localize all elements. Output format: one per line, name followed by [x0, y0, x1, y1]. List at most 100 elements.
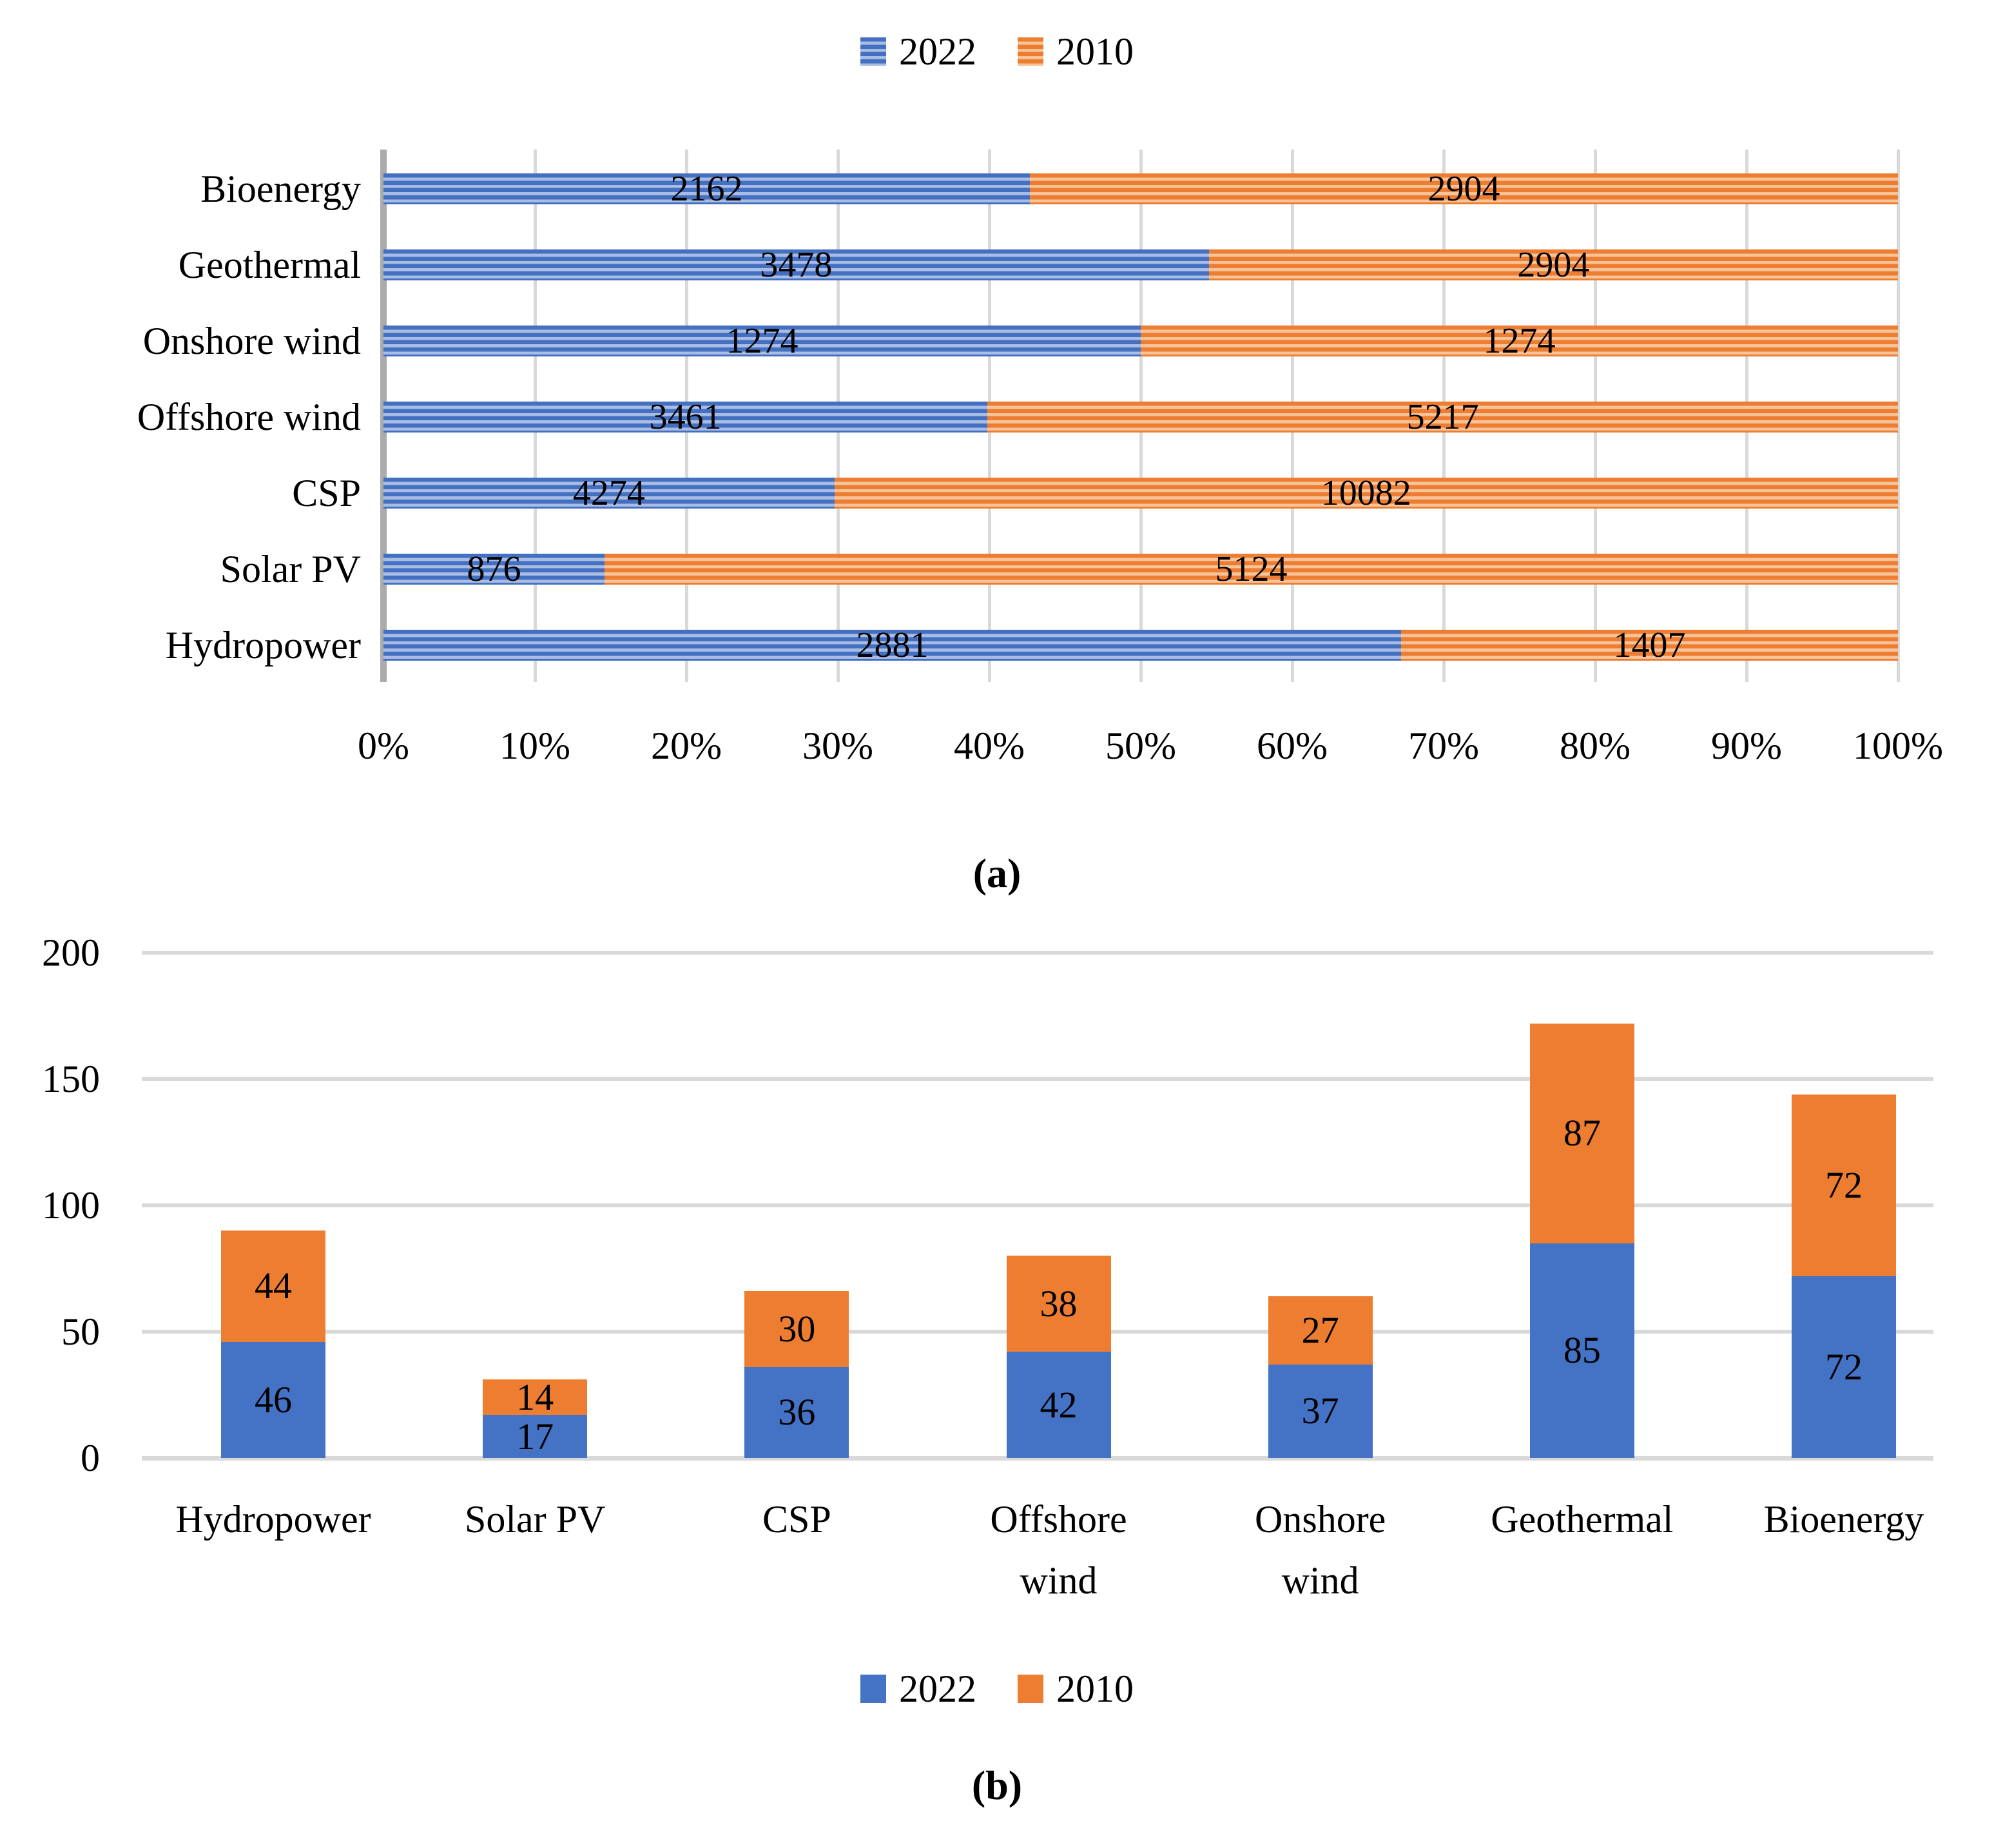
legend: 2022 2010 — [0, 30, 1994, 73]
gridline — [1290, 150, 1294, 682]
gridline — [142, 1077, 1933, 1081]
bar-segment-2022-CSP — [383, 478, 835, 509]
y-tick-label: 50 — [61, 1310, 100, 1353]
bar-segment-2022-CSP — [744, 1367, 849, 1458]
category-label: Geothermal — [178, 244, 361, 286]
gridline — [987, 150, 991, 682]
data-label-2010: 10082 — [1321, 473, 1411, 513]
bar-segment-2022-Bioenergy — [1792, 1276, 1897, 1458]
data-label-2010: 2904 — [1428, 169, 1500, 209]
gridline — [836, 150, 840, 682]
gridline — [142, 1456, 1933, 1461]
data-label-2022: 72 — [1825, 1345, 1863, 1388]
bar-segment-2010-Solar PV — [605, 554, 1898, 585]
gridline — [1139, 150, 1143, 682]
x-tick-label: 60% — [1257, 725, 1328, 767]
x-tick-label: 90% — [1711, 725, 1782, 767]
data-label-2010: 5217 — [1406, 397, 1479, 437]
data-label-2010: 44 — [255, 1265, 292, 1307]
bar-segment-2022-Solar PV — [383, 554, 605, 585]
caption-a: (a) — [973, 850, 1021, 896]
legend: 2022 2010 — [0, 1667, 1994, 1711]
bar-segment-2010-Onshore wind — [1141, 326, 1898, 356]
bar-segment-2010-Hydropower — [1400, 630, 1898, 661]
data-label-2022: 17 — [516, 1415, 554, 1457]
bar-segment-2010-CSP — [744, 1291, 849, 1367]
data-label-2022: 876 — [467, 549, 521, 589]
x-tick-label: 30% — [802, 725, 873, 767]
bar-segment-2022-Geothermal — [383, 249, 1209, 280]
x-tick-label: 70% — [1408, 725, 1479, 767]
gridline — [1442, 150, 1446, 682]
legend-label-2010: 2010 — [1056, 1668, 1134, 1710]
x-tick-label: 10% — [499, 725, 570, 767]
bar-segment-2010-Solar PV — [483, 1379, 588, 1415]
x-tick-label: 0% — [358, 725, 409, 767]
data-label-2022: 4274 — [572, 473, 645, 513]
gridline — [1593, 150, 1597, 682]
data-label-2022: 42 — [1040, 1383, 1078, 1426]
data-label-2022: 1274 — [726, 321, 799, 361]
data-label-2010: 14 — [516, 1376, 554, 1418]
legend-swatch-2022 — [860, 37, 886, 66]
bar-segment-2022-Onshore wind — [383, 326, 1141, 356]
data-label-2010: 5124 — [1215, 549, 1288, 589]
x-tick-label: 50% — [1105, 725, 1176, 767]
data-label-2010: 27 — [1301, 1309, 1339, 1352]
category-label: CSP — [292, 472, 361, 514]
legend-swatch-2022 — [860, 1675, 886, 1703]
category-label: Offshore wind — [137, 396, 361, 438]
bar-segment-2010-Onshore wind — [1268, 1296, 1373, 1365]
bar-segment-2010-Hydropower — [221, 1230, 325, 1342]
category-label: Hydropower — [175, 1498, 371, 1541]
bar-segment-2022-Offshore wind — [383, 402, 988, 433]
data-label-2022: 85 — [1563, 1329, 1601, 1372]
bar-segment-2022-Hydropower — [383, 630, 1401, 661]
data-label-2022: 37 — [1301, 1390, 1339, 1432]
data-label-2010: 30 — [778, 1308, 816, 1350]
bar-segment-2022-Bioenergy — [383, 173, 1030, 204]
data-label-2010: 87 — [1563, 1112, 1601, 1154]
gridline — [1745, 150, 1748, 682]
category-label: Hydropower — [165, 624, 361, 666]
bar-segment-2022-Solar PV — [483, 1415, 588, 1458]
data-label-2022: 3478 — [760, 245, 833, 285]
legend-item-2010: 2010 — [1018, 30, 1134, 73]
bar-segment-2010-Offshore wind — [1006, 1256, 1111, 1352]
legend-item-2022: 2022 — [860, 30, 976, 73]
category-label: Bioenergy — [200, 168, 361, 210]
y-tick-label: 200 — [42, 931, 100, 974]
legend-item-2010: 2010 — [1018, 1667, 1134, 1711]
data-label-2022: 46 — [255, 1378, 292, 1421]
legend-label-2022: 2022 — [899, 30, 976, 73]
gridline — [142, 1203, 1933, 1207]
category-label: Bioenergy — [1763, 1498, 1924, 1541]
category-label: Onshore wind — [1255, 1498, 1386, 1602]
legend-label-2010: 2010 — [1056, 30, 1134, 73]
gridline — [533, 150, 537, 682]
bar-segment-2022-Hydropower — [221, 1341, 325, 1458]
gridline — [142, 951, 1933, 955]
data-label-2010: 2904 — [1517, 245, 1590, 285]
category-label: Solar PV — [220, 548, 361, 590]
category-label: Offshore wind — [990, 1498, 1127, 1602]
axis-line — [380, 150, 387, 682]
y-tick-label: 0 — [81, 1437, 100, 1479]
category-label: CSP — [762, 1498, 831, 1541]
bar-segment-2022-Geothermal — [1529, 1243, 1634, 1458]
data-label-2010: 1407 — [1613, 625, 1686, 665]
data-label-2010: 38 — [1040, 1282, 1078, 1325]
legend-label-2022: 2022 — [899, 1668, 976, 1710]
data-label-2010: 1274 — [1483, 321, 1556, 361]
bar-segment-2010-Bioenergy — [1792, 1094, 1897, 1276]
data-label-2022: 3461 — [649, 397, 722, 437]
caption-b: (b) — [971, 1762, 1023, 1808]
x-tick-label: 80% — [1560, 725, 1631, 767]
bar-segment-2010-Offshore wind — [987, 402, 1898, 433]
legend-item-2022: 2022 — [860, 1667, 976, 1711]
category-label: Geothermal — [1491, 1498, 1674, 1541]
x-tick-label: 20% — [651, 725, 722, 767]
bar-segment-2010-Bioenergy — [1029, 173, 1898, 204]
